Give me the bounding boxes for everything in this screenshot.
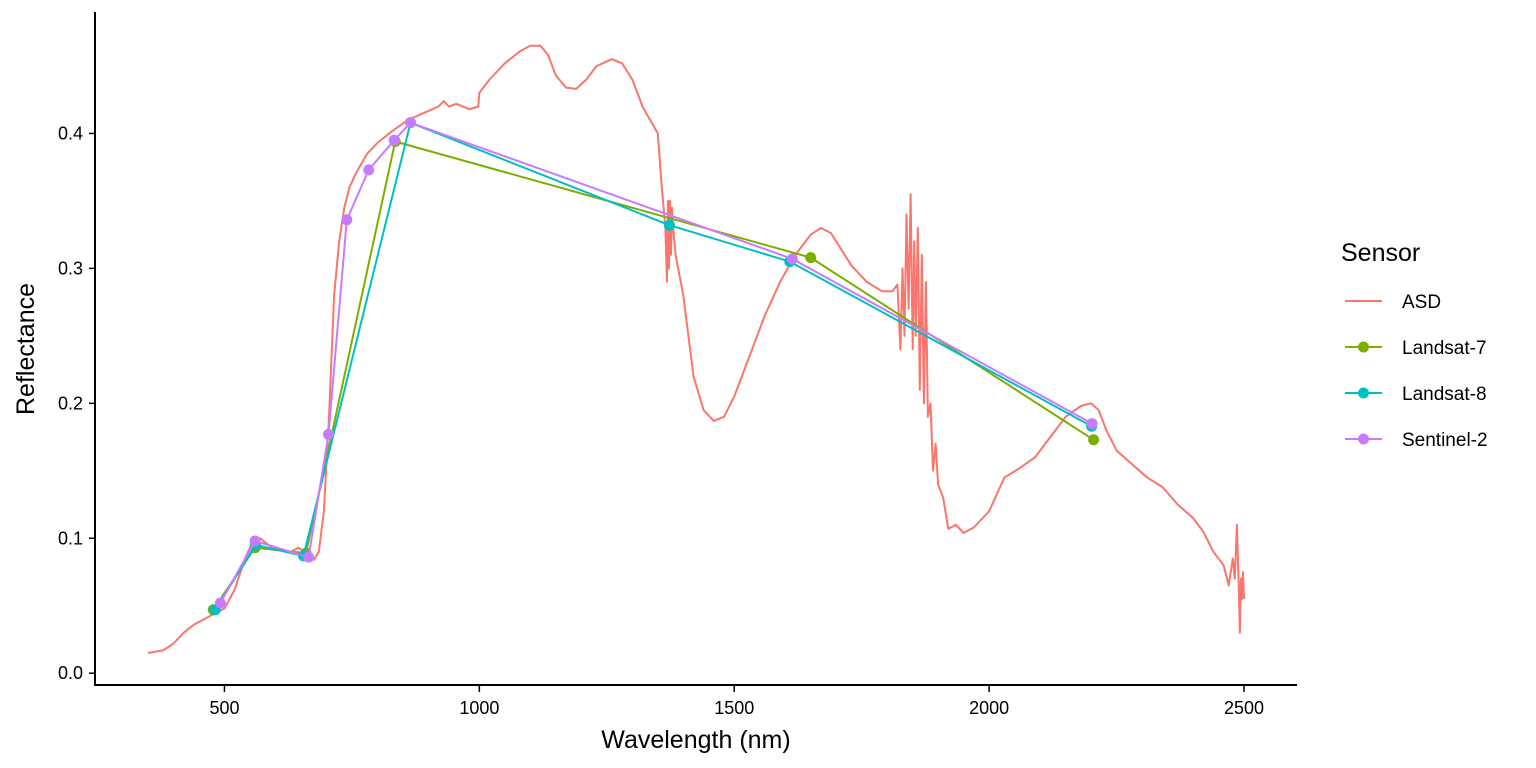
x-tick-label: 2000 [969,698,1009,718]
x-tick-label: 1000 [459,698,499,718]
series-sentinel-2 [214,117,1098,609]
y-tick-label: 0.1 [58,528,83,548]
legend-items: ASD Landsat-7 Landsat-8 Sentinel-2 [1345,292,1488,451]
data-point-sentinel-2 [363,164,375,176]
data-point-sentinel-2 [786,253,798,265]
series-line-landsat-7 [212,140,1095,611]
legend-label: ASD [1402,292,1441,313]
data-point-sentinel-2 [1086,418,1098,430]
data-point-sentinel-2 [322,428,334,440]
series-line-asd [147,44,1245,654]
data-point-sentinel-2 [388,134,400,146]
legend-key-point [1358,341,1369,353]
series-landsat-7 [207,136,1100,616]
legend-item-landsat-8: Landsat-8 [1345,384,1487,405]
data-point-landsat-7 [1088,434,1100,446]
x-tick-label: 1500 [714,698,754,718]
data-point-landsat-8 [663,219,675,231]
legend-label: Landsat-8 [1402,384,1487,405]
series-line-sentinel-2 [219,121,1093,604]
legend-key-point [1358,387,1369,399]
data-point-sentinel-2 [214,597,226,609]
data-point-sentinel-2 [303,551,315,563]
data-point-landsat-7 [805,252,817,264]
legend-item-sentinel-2: Sentinel-2 [1345,430,1488,451]
y-tick-label: 0.2 [58,393,83,413]
y-tick-label: 0.4 [58,123,83,143]
x-tick-label: 500 [209,698,239,718]
legend-label: Sentinel-2 [1402,430,1488,451]
series-asd [147,44,1245,654]
legend-key-point [1358,433,1369,445]
data-point-sentinel-2 [405,117,417,129]
y-ticks: 0.0 0.1 0.2 0.3 0.4 [58,123,95,683]
axes-layer [94,12,1297,686]
y-axis-title: Reflectance [12,283,40,415]
data-point-sentinel-2 [341,214,353,226]
legend-label: Landsat-7 [1402,338,1487,359]
x-ticks: 500 1000 1500 2000 2500 [209,686,1264,718]
legend: Sensor ASD Landsat-7 Landsat-8 Sentinel-2 [1341,239,1488,451]
legend-item-landsat-7: Landsat-7 [1345,338,1487,359]
legend-item-asd: ASD [1345,292,1441,313]
series-layer [147,44,1245,654]
legend-title: Sensor [1341,239,1420,267]
y-tick-label: 0.0 [58,663,83,683]
x-tick-label: 2500 [1224,698,1264,718]
x-axis-title: Wavelength (nm) [601,726,790,754]
data-point-sentinel-2 [249,535,261,547]
series-landsat-8 [209,117,1098,616]
y-tick-label: 0.3 [58,258,83,278]
